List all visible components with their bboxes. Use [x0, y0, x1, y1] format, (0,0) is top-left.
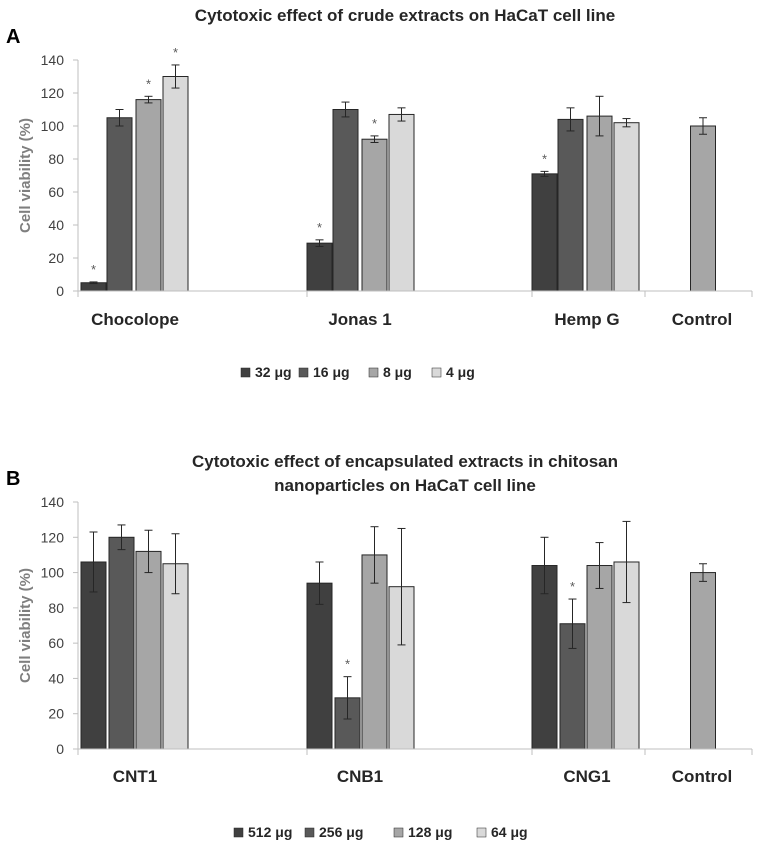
- y-tick-label: 100: [41, 565, 65, 581]
- y-tick-label: 120: [41, 85, 65, 101]
- legend-label: 32 μg: [255, 364, 292, 380]
- bar: [361, 138, 388, 292]
- legend-swatch: [233, 827, 244, 838]
- bar: [162, 563, 189, 750]
- legend-swatch: [431, 367, 442, 378]
- category-label: CNT1: [113, 767, 157, 786]
- significance-star: *: [372, 116, 377, 131]
- legend-swatch: [240, 367, 251, 378]
- bar: [108, 536, 135, 750]
- bar: [135, 550, 162, 750]
- bar: [135, 99, 162, 292]
- legend-swatch: [476, 827, 487, 838]
- y-tick-label: 100: [41, 118, 65, 134]
- significance-star: *: [317, 220, 322, 235]
- y-tick-label: 40: [48, 217, 64, 233]
- panel-label: A: [6, 26, 20, 48]
- bar: [586, 565, 613, 750]
- category-label: CNG1: [563, 767, 610, 786]
- y-tick-label: 140: [41, 52, 65, 68]
- bar: [531, 173, 558, 292]
- legend-label: 4 μg: [446, 364, 475, 380]
- category-label: Control: [672, 767, 732, 786]
- bar: [557, 118, 584, 292]
- bar: [586, 115, 613, 292]
- significance-star: *: [345, 657, 350, 672]
- category-label: Jonas 1: [328, 310, 391, 329]
- y-tick-label: 0: [56, 741, 64, 757]
- chart-panel-a: A Cytotoxic effect of crude extracts on H…: [6, 6, 753, 380]
- bar: [332, 109, 359, 292]
- significance-star: *: [542, 151, 547, 166]
- significance-star: *: [146, 76, 151, 91]
- legend-label: 64 μg: [491, 824, 528, 840]
- bar: [690, 572, 716, 750]
- bar: [388, 113, 415, 292]
- legend-label: 256 μg: [319, 824, 363, 840]
- legend-label: 8 μg: [383, 364, 412, 380]
- y-tick-label: 80: [48, 600, 64, 616]
- y-tick-label: 40: [48, 670, 64, 686]
- bar: [106, 117, 133, 292]
- y-tick-label: 60: [48, 184, 64, 200]
- legend-swatch: [304, 827, 315, 838]
- chart-title: Cytotoxic effect of crude extracts on Ha…: [195, 6, 615, 25]
- bar: [306, 582, 333, 750]
- y-tick-label: 20: [48, 706, 64, 722]
- y-tick-label: 80: [48, 151, 64, 167]
- bar: [162, 76, 189, 292]
- bar: [361, 554, 388, 750]
- chart-title: nanoparticles on HaCaT cell line: [274, 476, 536, 495]
- panel-label: B: [6, 468, 20, 490]
- bar: [306, 242, 333, 292]
- legend-swatch: [368, 367, 379, 378]
- category-label: Chocolope: [91, 310, 179, 329]
- y-tick-label: 0: [56, 283, 64, 299]
- legend-swatch: [298, 367, 309, 378]
- y-tick-label: 120: [41, 529, 65, 545]
- y-axis-label: Cell viability (%): [17, 568, 34, 683]
- significance-star: *: [173, 45, 178, 60]
- chart-panel-b: B Cytotoxic effect of encapsulated extrac…: [6, 452, 753, 840]
- y-tick-label: 60: [48, 635, 64, 651]
- legend-label: 512 μg: [248, 824, 292, 840]
- y-tick-label: 140: [41, 494, 65, 510]
- y-axis-label: Cell viability (%): [17, 118, 34, 233]
- legend-label: 128 μg: [408, 824, 452, 840]
- y-tick-label: 20: [48, 250, 64, 266]
- category-label: Control: [672, 310, 732, 329]
- legend-swatch: [393, 827, 404, 838]
- chart-title: Cytotoxic effect of encapsulated extract…: [192, 452, 618, 471]
- category-label: CNB1: [337, 767, 383, 786]
- legend-label: 16 μg: [313, 364, 350, 380]
- bar: [559, 623, 586, 750]
- bar: [613, 122, 640, 292]
- category-label: Hemp G: [554, 310, 619, 329]
- bar: [80, 561, 107, 750]
- significance-star: *: [91, 262, 96, 277]
- bar: [690, 125, 716, 292]
- significance-star: *: [570, 579, 575, 594]
